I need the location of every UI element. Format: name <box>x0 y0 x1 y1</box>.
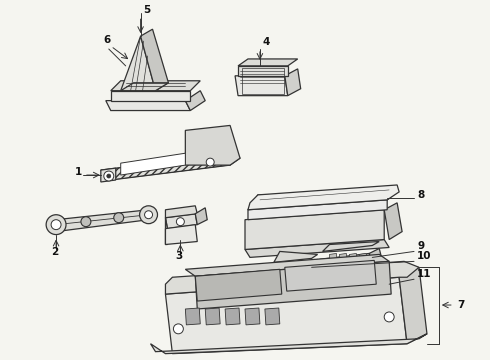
Polygon shape <box>329 253 337 260</box>
Polygon shape <box>322 242 379 251</box>
Polygon shape <box>166 214 197 229</box>
Text: 9: 9 <box>417 242 424 251</box>
Polygon shape <box>399 267 427 344</box>
Polygon shape <box>111 91 190 100</box>
Text: 2: 2 <box>51 247 58 257</box>
Polygon shape <box>265 308 280 325</box>
Circle shape <box>384 312 394 322</box>
Polygon shape <box>166 261 419 294</box>
Polygon shape <box>185 125 240 165</box>
Text: 3: 3 <box>175 251 183 261</box>
Polygon shape <box>369 248 382 265</box>
Polygon shape <box>185 91 205 111</box>
Polygon shape <box>166 218 168 244</box>
Circle shape <box>114 213 123 223</box>
Polygon shape <box>245 308 260 325</box>
Polygon shape <box>248 200 387 220</box>
Circle shape <box>176 218 184 226</box>
Polygon shape <box>166 277 407 354</box>
Polygon shape <box>185 255 389 276</box>
Circle shape <box>81 217 91 227</box>
Circle shape <box>104 171 114 181</box>
Polygon shape <box>56 210 148 231</box>
Polygon shape <box>101 168 116 182</box>
Text: 11: 11 <box>417 269 432 279</box>
Polygon shape <box>111 81 200 91</box>
Circle shape <box>107 174 111 178</box>
Text: 10: 10 <box>417 251 432 261</box>
Text: 5: 5 <box>144 5 151 15</box>
Polygon shape <box>225 308 240 325</box>
Polygon shape <box>310 260 319 271</box>
Polygon shape <box>349 253 356 260</box>
Polygon shape <box>166 206 197 218</box>
Circle shape <box>206 158 214 166</box>
Polygon shape <box>185 308 200 325</box>
Polygon shape <box>121 83 169 91</box>
Polygon shape <box>196 269 282 301</box>
Polygon shape <box>121 153 185 175</box>
Polygon shape <box>285 69 301 96</box>
Polygon shape <box>235 76 288 96</box>
Polygon shape <box>238 59 298 66</box>
Polygon shape <box>245 210 384 249</box>
Polygon shape <box>141 29 169 91</box>
Circle shape <box>145 211 152 219</box>
Circle shape <box>51 220 61 230</box>
Polygon shape <box>166 225 197 244</box>
Polygon shape <box>121 36 155 91</box>
Polygon shape <box>205 308 220 325</box>
Polygon shape <box>101 155 230 180</box>
Polygon shape <box>220 148 240 165</box>
Polygon shape <box>150 334 427 354</box>
Text: 4: 4 <box>263 37 270 47</box>
Polygon shape <box>248 185 399 210</box>
Polygon shape <box>384 203 402 239</box>
Polygon shape <box>285 260 376 291</box>
Polygon shape <box>272 264 312 275</box>
Text: 8: 8 <box>417 190 424 200</box>
Polygon shape <box>106 100 190 111</box>
Polygon shape <box>238 66 288 76</box>
Polygon shape <box>196 261 391 309</box>
Polygon shape <box>340 253 346 260</box>
Circle shape <box>46 215 66 235</box>
Polygon shape <box>359 253 367 260</box>
Polygon shape <box>248 192 397 210</box>
Circle shape <box>140 206 157 224</box>
Polygon shape <box>245 239 389 257</box>
Circle shape <box>173 324 183 334</box>
Text: 1: 1 <box>75 167 82 177</box>
Text: 6: 6 <box>104 35 111 45</box>
Polygon shape <box>196 208 207 225</box>
Text: 7: 7 <box>457 300 465 310</box>
Polygon shape <box>319 253 372 271</box>
Polygon shape <box>274 251 318 262</box>
